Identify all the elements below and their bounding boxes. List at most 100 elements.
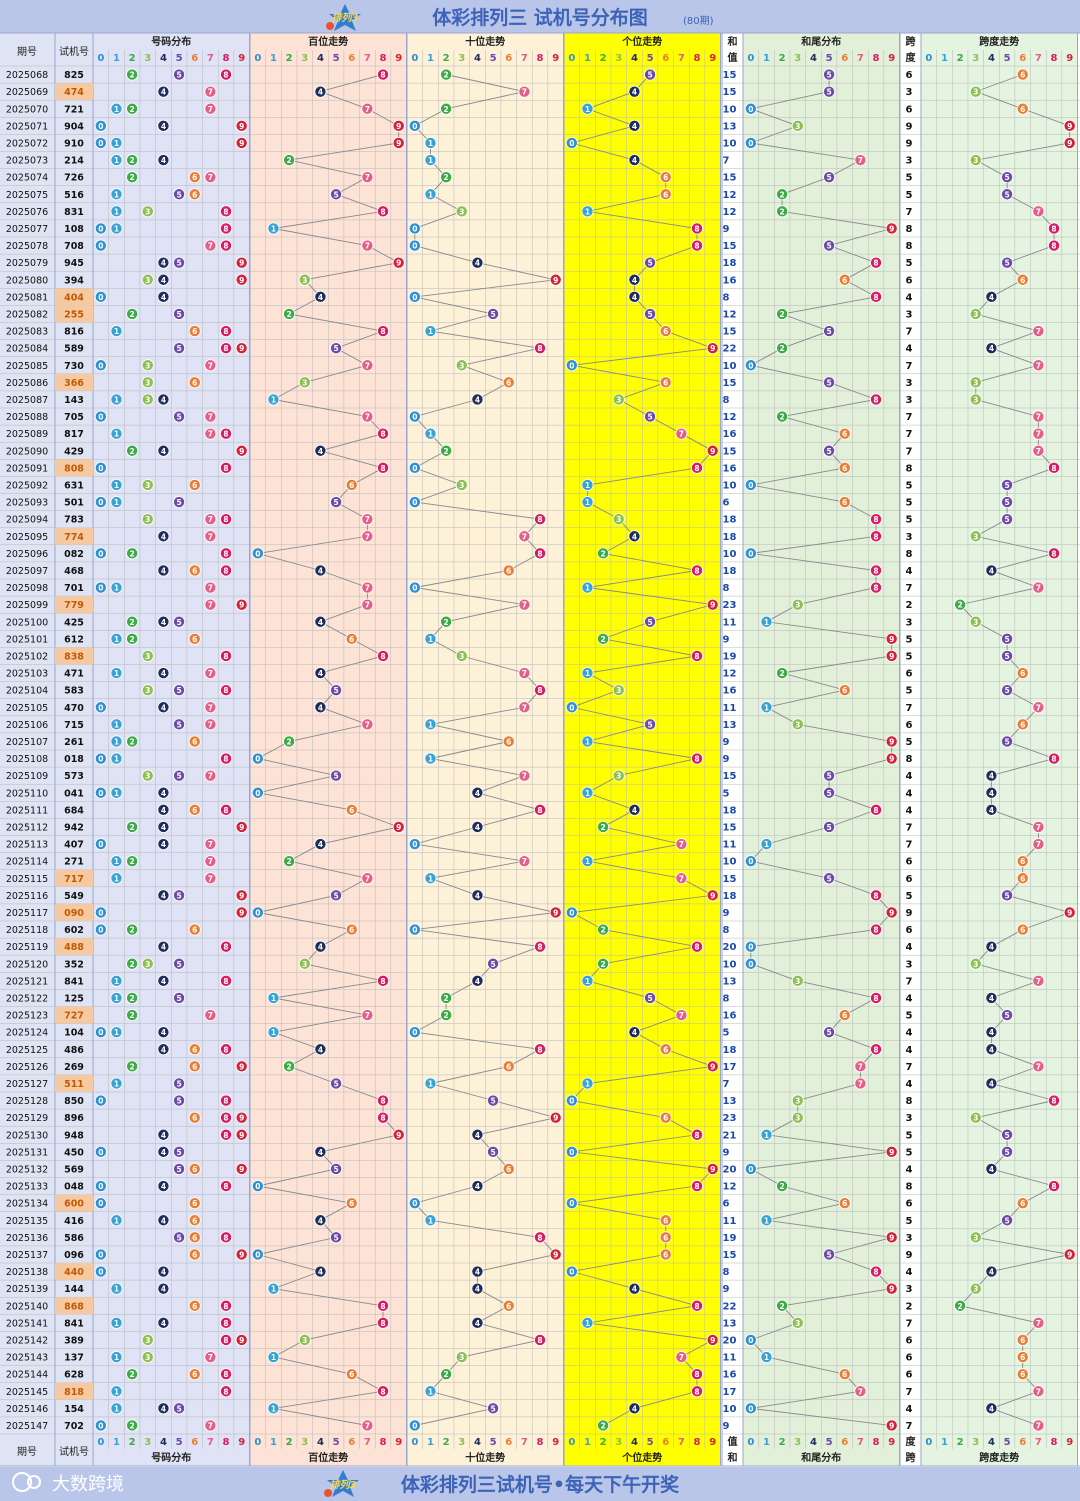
span-cell: 7	[906, 703, 913, 714]
spantr-trend-ball	[1048, 1094, 1061, 1107]
dist-ball-label: 0	[98, 549, 103, 558]
units-trend-ball	[628, 1282, 641, 1295]
units-trend-ball	[565, 1145, 578, 1158]
tail-digit-header-4-top: 4	[810, 53, 817, 64]
units-trend-ball	[597, 632, 610, 645]
units-trend-ball	[628, 530, 641, 543]
tens-ball-label: 7	[522, 703, 527, 712]
units-trend-ball	[659, 376, 672, 389]
sum-cell: 15	[723, 70, 737, 81]
tens-trend-ball	[408, 410, 421, 423]
tail-ball-label: 7	[858, 156, 863, 165]
span-cell: 5	[906, 737, 913, 748]
sum-cell: 13	[723, 121, 737, 132]
spantr-ball-label: 5	[1004, 737, 1009, 746]
tail-ball-label: 9	[889, 737, 894, 746]
tail-trend-ball	[744, 855, 757, 868]
dist-ball	[204, 102, 217, 115]
issue-column-bg	[0, 33, 55, 1466]
hundreds-trend-ball	[377, 1385, 390, 1398]
tail-trend-ball	[838, 273, 851, 286]
sum-cell: 15	[723, 173, 737, 184]
units-digit-header-2-bottom: 2	[600, 1437, 607, 1448]
units-ball-label: 6	[663, 378, 668, 387]
tens-digit-header-1-top: 1	[427, 53, 434, 64]
dist-ball	[110, 667, 123, 680]
dist-ball	[110, 1026, 123, 1039]
hundreds-trend-ball	[251, 752, 264, 765]
dist-ball	[141, 769, 154, 782]
hundreds-ball-label: 7	[365, 1421, 370, 1430]
tail-digit-header-8-bottom: 8	[873, 1437, 880, 1448]
dist-ball-label: 5	[176, 310, 181, 319]
tens-trend-ball	[424, 188, 437, 201]
hundreds-digit-header-8-top: 8	[380, 53, 387, 64]
dist-ball	[110, 735, 123, 748]
sum-cell: 16	[723, 686, 737, 697]
sum-cell: 20	[723, 1164, 737, 1175]
sum-cell: 12	[723, 412, 737, 423]
hundreds-ball-label: 6	[349, 1199, 354, 1208]
tens-ball-label: 0	[412, 122, 417, 131]
logo-text: 排列3	[332, 12, 359, 24]
dist-ball	[110, 1282, 123, 1295]
spantr-ball-label: 4	[989, 1268, 994, 1277]
hundreds-section-title-bottom: 百位走势	[308, 1451, 348, 1464]
spantr-ball-label: 7	[1036, 840, 1041, 849]
trial-highlight	[55, 903, 93, 921]
dist-ball-label: 9	[239, 891, 244, 900]
sum-cell: 16	[723, 275, 737, 286]
spantr-ball-label: 4	[989, 1165, 994, 1174]
hundreds-trend-ball	[251, 786, 264, 799]
dist-ball-label: 8	[223, 1319, 228, 1328]
span-cell: 5	[906, 651, 913, 662]
hundreds-trend-ball	[267, 991, 280, 1004]
units-ball-label: 8	[694, 224, 699, 233]
dist-ball-label: 4	[161, 1216, 166, 1225]
dist-ball	[110, 136, 123, 149]
hundreds-trend-ball	[361, 410, 374, 423]
dist-ball	[126, 154, 139, 167]
trial-cell: 137	[64, 1353, 84, 1364]
spantr-digit-header-2-top: 2	[957, 53, 964, 64]
dist-ball-label: 5	[176, 1233, 181, 1242]
tail-digit-header-1-top: 1	[763, 53, 770, 64]
dist-ball-label: 6	[192, 806, 197, 815]
tail-ball-label: 3	[795, 601, 800, 610]
dist-ball	[235, 906, 248, 919]
tail-trend-ball	[838, 496, 851, 509]
hundreds-digit-header-4-bottom: 4	[317, 1437, 324, 1448]
sum-header-b-bottom: 值	[728, 1435, 738, 1448]
spantr-ball-label: 5	[1004, 1216, 1009, 1225]
tens-trend-ball	[408, 1026, 421, 1039]
tens-ball-label: 6	[506, 566, 511, 575]
dist-ball-label: 4	[161, 806, 166, 815]
hundreds-trend-ball	[361, 581, 374, 594]
hundreds-trend-ball	[377, 1094, 390, 1107]
sum-cell: 12	[723, 190, 737, 201]
spantr-ball-label: 6	[1020, 105, 1025, 114]
hundreds-trend-ball	[361, 530, 374, 543]
dist-ball	[235, 1111, 248, 1124]
issue-cell: 2025138	[6, 1267, 48, 1278]
spantr-ball-label: 7	[1036, 1319, 1041, 1328]
dist-ball	[188, 1368, 201, 1381]
sum-cell: 16	[723, 429, 737, 440]
units-ball-label: 4	[632, 88, 637, 97]
tens-trend-ball	[471, 1180, 484, 1193]
tens-ball-label: 4	[475, 259, 480, 268]
dist-ball-label: 5	[176, 686, 181, 695]
tail-ball-label: 3	[795, 1114, 800, 1123]
tail-trend-ball	[870, 803, 883, 816]
dist-ball-label: 1	[114, 395, 119, 404]
units-trend-ball	[565, 1197, 578, 1210]
dist-ball-label: 0	[98, 840, 103, 849]
dist-ball-label: 2	[130, 960, 135, 969]
spantr-trend-ball	[985, 342, 998, 355]
dist-ball	[94, 547, 107, 560]
tens-trend-ball	[534, 803, 547, 816]
hundreds-trend-ball	[361, 239, 374, 252]
units-trend-ball	[706, 444, 719, 457]
units-ball-label: 3	[616, 772, 621, 781]
dist-ball-label: 4	[161, 943, 166, 952]
